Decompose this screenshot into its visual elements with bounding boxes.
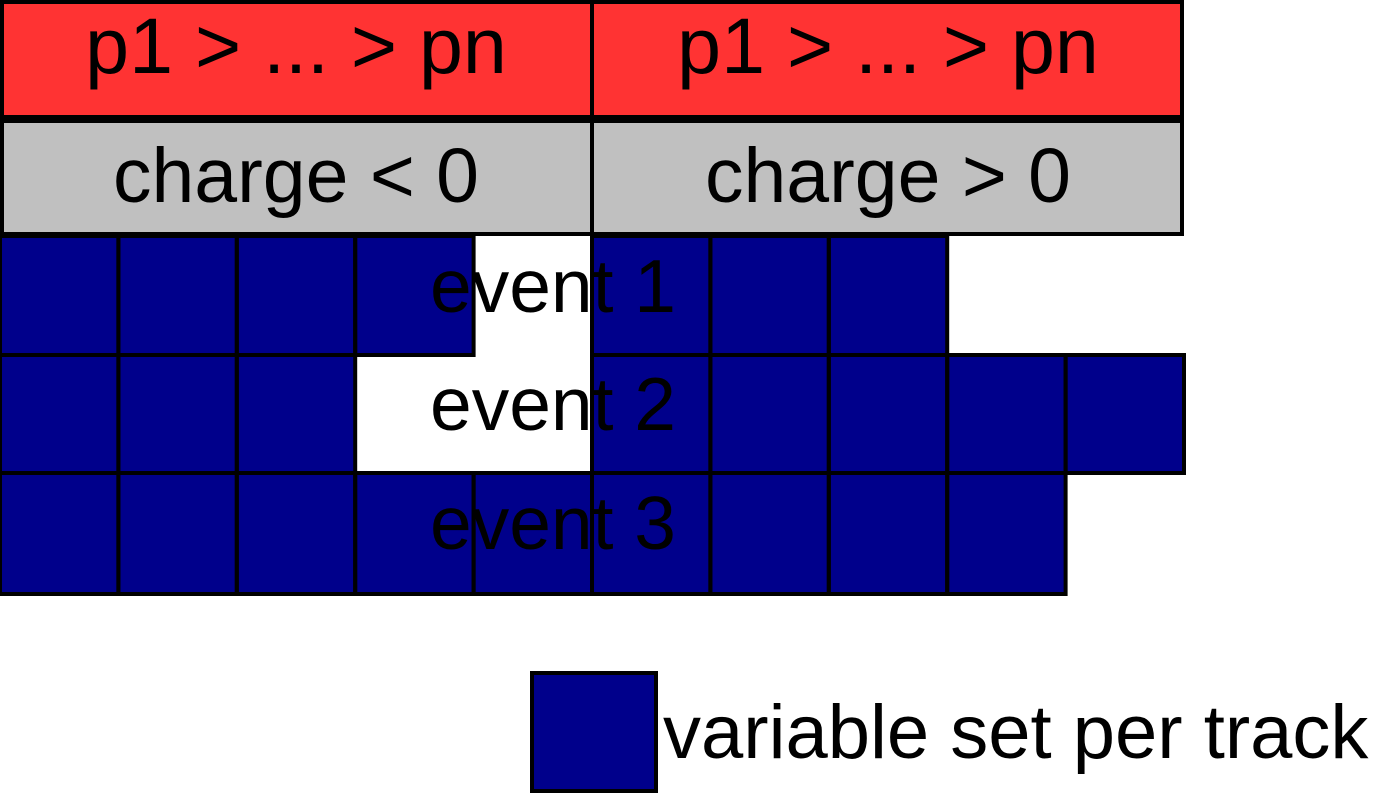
svg-text:variable set per track: variable set per track (663, 690, 1369, 775)
svg-text:p1 > ... > pn: p1 > ... > pn (85, 1, 507, 90)
svg-text:p1 > ... > pn: p1 > ... > pn (677, 1, 1099, 90)
svg-text:event 3: event 3 (430, 481, 676, 565)
svg-text:charge > 0: charge > 0 (705, 133, 1071, 219)
svg-text:event 1: event 1 (430, 244, 676, 328)
svg-text:event 2: event 2 (430, 362, 676, 446)
svg-text:charge < 0: charge < 0 (113, 133, 479, 219)
